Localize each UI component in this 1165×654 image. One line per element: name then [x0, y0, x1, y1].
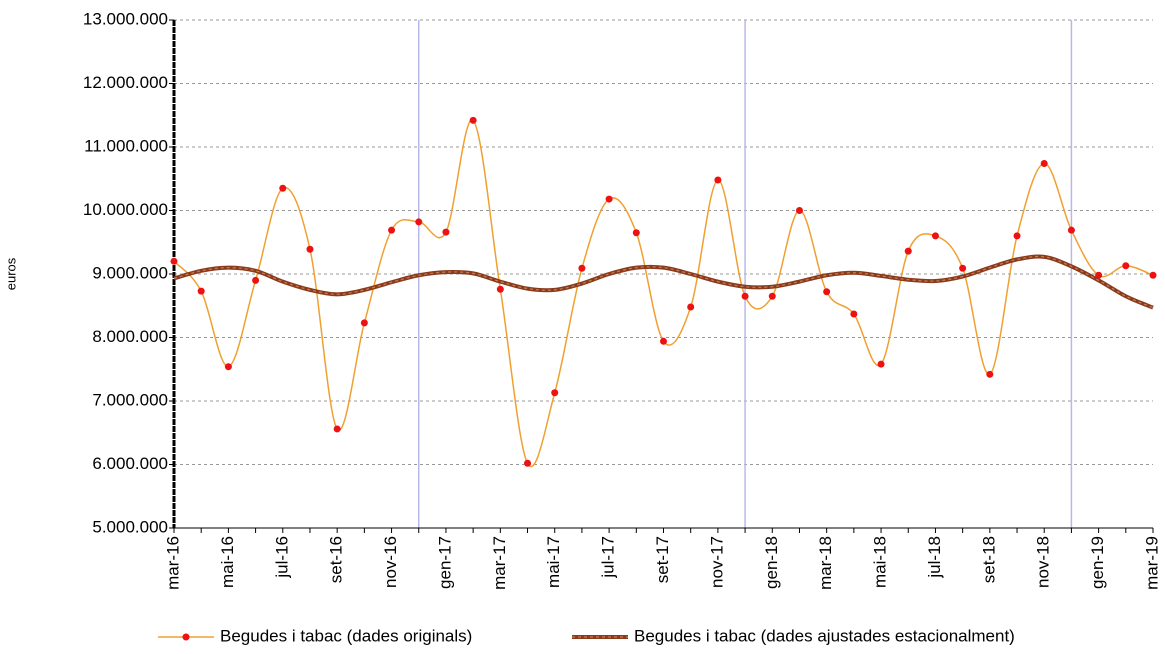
point [605, 195, 613, 203]
point [360, 319, 368, 327]
point [496, 285, 504, 293]
y-axis-label: euros [3, 257, 18, 290]
point [1122, 262, 1130, 270]
y-tick-label: 13.000.000 [83, 9, 168, 28]
point [469, 116, 477, 124]
point [687, 303, 695, 311]
point [1149, 271, 1157, 279]
point [170, 257, 178, 265]
x-tick-label: gen-18 [762, 536, 781, 589]
y-tick-label: 6.000.000 [92, 454, 168, 473]
point [578, 264, 586, 272]
x-tick-label: nov-17 [707, 536, 726, 588]
point [795, 207, 803, 214]
point [904, 247, 912, 255]
x-tick-label: mar-18 [816, 536, 835, 590]
point [632, 229, 640, 237]
x-tick-label: jul-17 [599, 536, 618, 579]
y-tick-label: 12.000.000 [83, 73, 168, 92]
point [524, 459, 532, 467]
point [306, 245, 314, 253]
point [823, 288, 831, 296]
y-tick-label: 10.000.000 [83, 200, 168, 219]
x-tick-label: set-16 [327, 536, 346, 583]
x-tick-label: mar-17 [490, 536, 509, 590]
legend-label: Begudes i tabac (dades ajustades estacio… [634, 626, 1015, 645]
x-tick-label: gen-17 [435, 536, 454, 589]
y-tick-label: 7.000.000 [92, 390, 168, 409]
point [279, 184, 287, 192]
y-tick-label: 5.000.000 [92, 517, 168, 536]
point [986, 370, 994, 378]
point [877, 360, 885, 368]
x-tick-label: mai-16 [218, 536, 237, 588]
x-tick-label: mai-17 [544, 536, 563, 588]
point [1040, 160, 1048, 168]
x-tick-label: nov-18 [1034, 536, 1053, 588]
y-tick-label: 8.000.000 [92, 327, 168, 346]
point [714, 176, 722, 184]
point [959, 264, 967, 272]
x-tick-label: jul-16 [272, 536, 291, 579]
point [741, 292, 749, 300]
x-tick-label: set-17 [653, 536, 672, 583]
point [931, 232, 939, 240]
point [1067, 226, 1075, 234]
x-tick-label: mar-16 [163, 536, 182, 590]
point [551, 389, 559, 397]
point [1013, 232, 1021, 240]
x-tick-label: nov-16 [381, 536, 400, 588]
x-tick-label: mar-19 [1142, 536, 1161, 590]
legend-marker [182, 633, 190, 641]
point [442, 228, 450, 236]
y-tick-label: 9.000.000 [92, 263, 168, 282]
point [197, 287, 205, 295]
x-tick-label: jul-18 [925, 536, 944, 579]
x-tick-label: mai-18 [871, 536, 890, 588]
point [388, 226, 396, 234]
point [333, 425, 341, 433]
point [415, 218, 423, 226]
point [768, 292, 776, 300]
point [1095, 271, 1103, 279]
point [660, 337, 667, 345]
point [224, 363, 232, 371]
series-line-dash [173, 255, 1154, 309]
point [252, 276, 260, 284]
legend-label: Begudes i tabac (dades originals) [220, 626, 472, 645]
x-tick-label: gen-19 [1088, 536, 1107, 589]
y-tick-label: 11.000.000 [84, 136, 168, 155]
point [850, 310, 858, 318]
x-tick-label: set-18 [979, 536, 998, 583]
